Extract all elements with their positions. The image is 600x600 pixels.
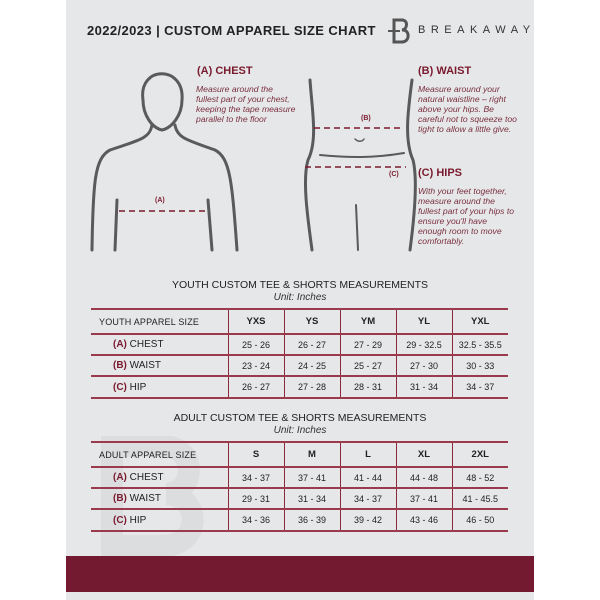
header-cell: YL: [395, 308, 452, 335]
adult-section-title: ADULT CUSTOM TEE & SHORTS MEASUREMENTS: [173, 412, 427, 424]
cell: 34 - 37: [227, 467, 284, 489]
page-title: 2022/2023 | CUSTOM APPAREL SIZE CHART: [87, 23, 376, 38]
cell: 27 - 29: [339, 334, 396, 356]
table-row: (B) WAIST 29 - 31 31 - 34 34 - 37 37 - 41 41…: [91, 488, 508, 510]
cell: 34 - 37: [339, 488, 396, 510]
header-cell: YXL: [451, 308, 508, 335]
cell: 24 - 25: [283, 355, 340, 377]
header-cell: YOUTH APPAREL SIZE: [91, 308, 228, 335]
cell: 48 - 52: [451, 467, 508, 489]
cell: 44 - 48: [395, 467, 452, 489]
header-cell: ADULT APPAREL SIZE: [91, 441, 228, 468]
cell: 28 - 31: [339, 376, 396, 399]
cell: 27 - 28: [283, 376, 340, 399]
adult-size-table: ADULT APPAREL SIZE S M L XL 2XL (A) CHES…: [91, 441, 508, 532]
table-row: (A) CHEST 34 - 37 37 - 41 41 - 44 44 - 48 48…: [91, 467, 508, 489]
cell: 41 - 44: [339, 467, 396, 489]
youth-section-title: YOUTH CUSTOM TEE & SHORTS MEASUREMENTS: [171, 279, 429, 291]
hips-marker: (C): [389, 171, 399, 178]
row-label: (C) HIP: [91, 376, 228, 399]
cell: 43 - 46: [395, 509, 452, 532]
hips-description: With your feet together, measure around …: [418, 186, 515, 246]
body-measurement-illustrations: [90, 72, 417, 252]
header-cell: L: [339, 441, 396, 468]
cell: 26 - 27: [227, 376, 284, 399]
hips-heading: (C) HIPS: [418, 167, 462, 179]
cell: 26 - 27: [283, 334, 340, 356]
table-header-row: YOUTH APPAREL SIZE YXS YS YM YL YXL: [91, 308, 508, 335]
cell: 32.5 - 35.5: [451, 334, 508, 356]
cell: 39 - 42: [339, 509, 396, 532]
cell: 27 - 30: [395, 355, 452, 377]
cell: 25 - 26: [227, 334, 284, 356]
breakaway-logo: [388, 18, 410, 44]
header-cell: YM: [339, 308, 396, 335]
waist-heading: (B) WAIST: [418, 65, 472, 77]
row-label: (A) CHEST: [91, 467, 228, 489]
cell: 31 - 34: [283, 488, 340, 510]
table-row: (C) HIP 26 - 27 27 - 28 28 - 31 31 - 34 34 -…: [91, 376, 508, 399]
waist-marker: (B): [361, 115, 371, 122]
header-cell: M: [283, 441, 340, 468]
cell: 29 - 32.5: [395, 334, 452, 356]
youth-unit: Unit: Inches: [273, 292, 327, 303]
header-cell: XL: [395, 441, 452, 468]
cell: 23 - 24: [227, 355, 284, 377]
row-label: (B) WAIST: [91, 488, 228, 510]
chest-description: Measure around the fullest part of your …: [196, 84, 296, 124]
cell: 34 - 36: [227, 509, 284, 532]
header-cell: YXS: [227, 308, 284, 335]
cell: 31 - 34: [395, 376, 452, 399]
chest-marker: (A): [155, 197, 165, 204]
youth-size-table: YOUTH APPAREL SIZE YXS YS YM YL YXL (A) …: [91, 308, 508, 399]
cell: 37 - 41: [395, 488, 452, 510]
table-row: (C) HIP 34 - 36 36 - 39 39 - 42 43 - 46 46 -…: [91, 509, 508, 532]
cell: 30 - 33: [451, 355, 508, 377]
footer-band: [66, 556, 534, 592]
chest-heading: (A) CHEST: [197, 65, 253, 77]
cell: 36 - 39: [283, 509, 340, 532]
table-row: (A) CHEST 25 - 26 26 - 27 27 - 29 29 - 32.5…: [91, 334, 508, 356]
header-cell: 2XL: [451, 441, 508, 468]
cell: 29 - 31: [227, 488, 284, 510]
table-row: (B) WAIST 23 - 24 24 - 25 25 - 27 27 - 30 30…: [91, 355, 508, 377]
cell: 46 - 50: [451, 509, 508, 532]
cell: 37 - 41: [283, 467, 340, 489]
row-label: (B) WAIST: [91, 355, 228, 377]
table-header-row: ADULT APPAREL SIZE S M L XL 2XL: [91, 441, 508, 468]
row-label: (A) CHEST: [91, 334, 228, 356]
header-cell: S: [227, 441, 284, 468]
row-label: (C) HIP: [91, 509, 228, 532]
cell: 41 - 45.5: [451, 488, 508, 510]
cell: 25 - 27: [339, 355, 396, 377]
waist-description: Measure around your natural waistline – …: [418, 84, 517, 134]
brand-name: BREAKAWAY: [418, 24, 536, 36]
cell: 34 - 37: [451, 376, 508, 399]
adult-unit: Unit: Inches: [273, 425, 327, 436]
header-cell: YS: [283, 308, 340, 335]
